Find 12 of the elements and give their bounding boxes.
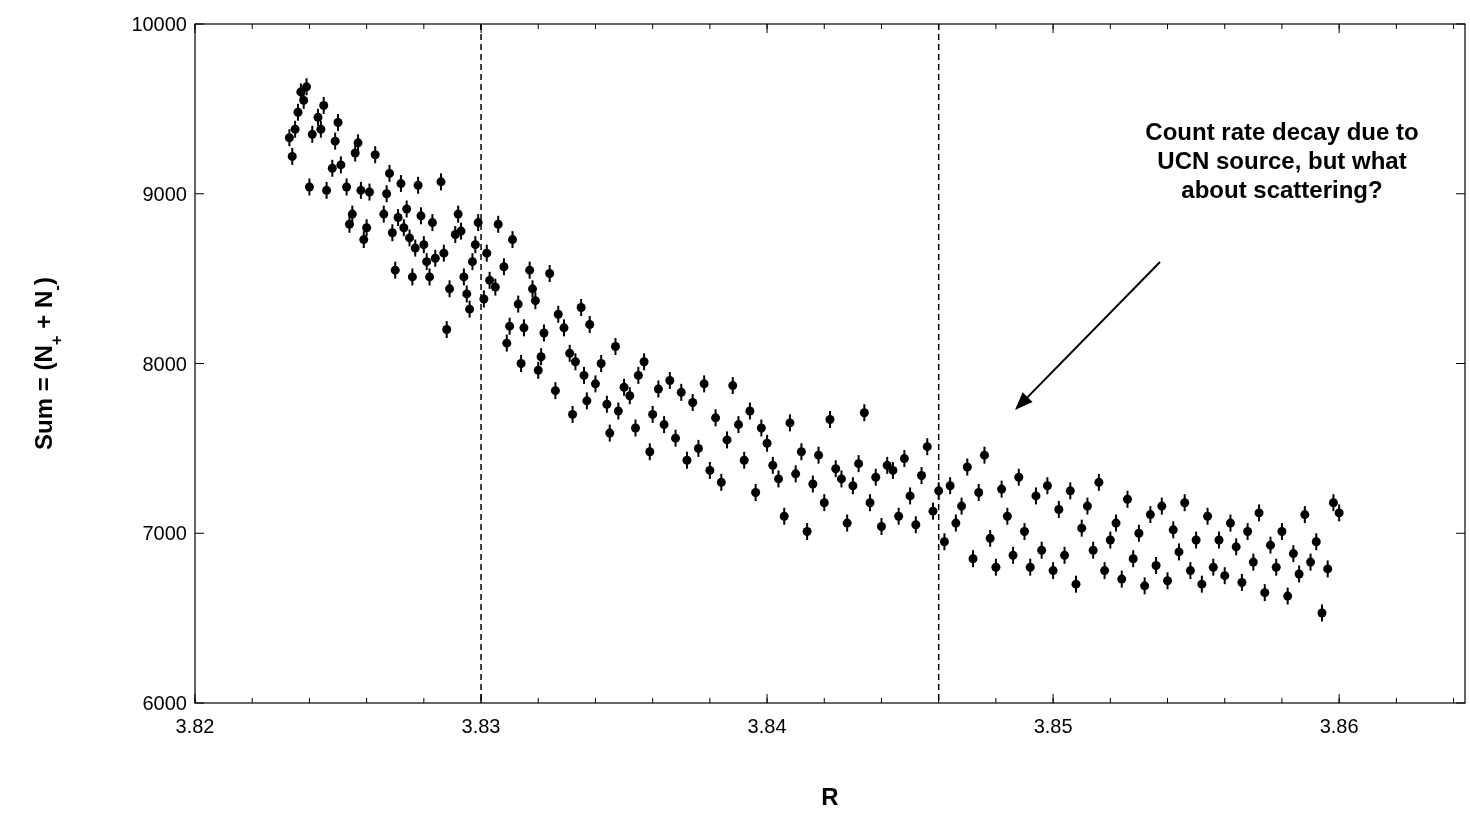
y-tick-label: 8000 <box>142 352 187 375</box>
x-tick-label: 3.86 <box>1319 715 1359 737</box>
x-tick-label: 3.84 <box>747 715 787 737</box>
y-tick-label: 9000 <box>142 182 187 205</box>
y-tick-label: 10000 <box>131 13 187 35</box>
annotation: Count rate decay due to UCN source, but what about scattering? <box>1145 118 1419 203</box>
x-axis-title: R <box>821 783 839 810</box>
x-tick-label: 3.85 <box>1033 715 1073 737</box>
y-tick-label: 7000 <box>142 522 187 545</box>
x-tick-label: 3.83 <box>461 715 501 737</box>
x-tick-label: 3.82 <box>175 715 215 737</box>
y-tick-label: 6000 <box>142 692 187 714</box>
